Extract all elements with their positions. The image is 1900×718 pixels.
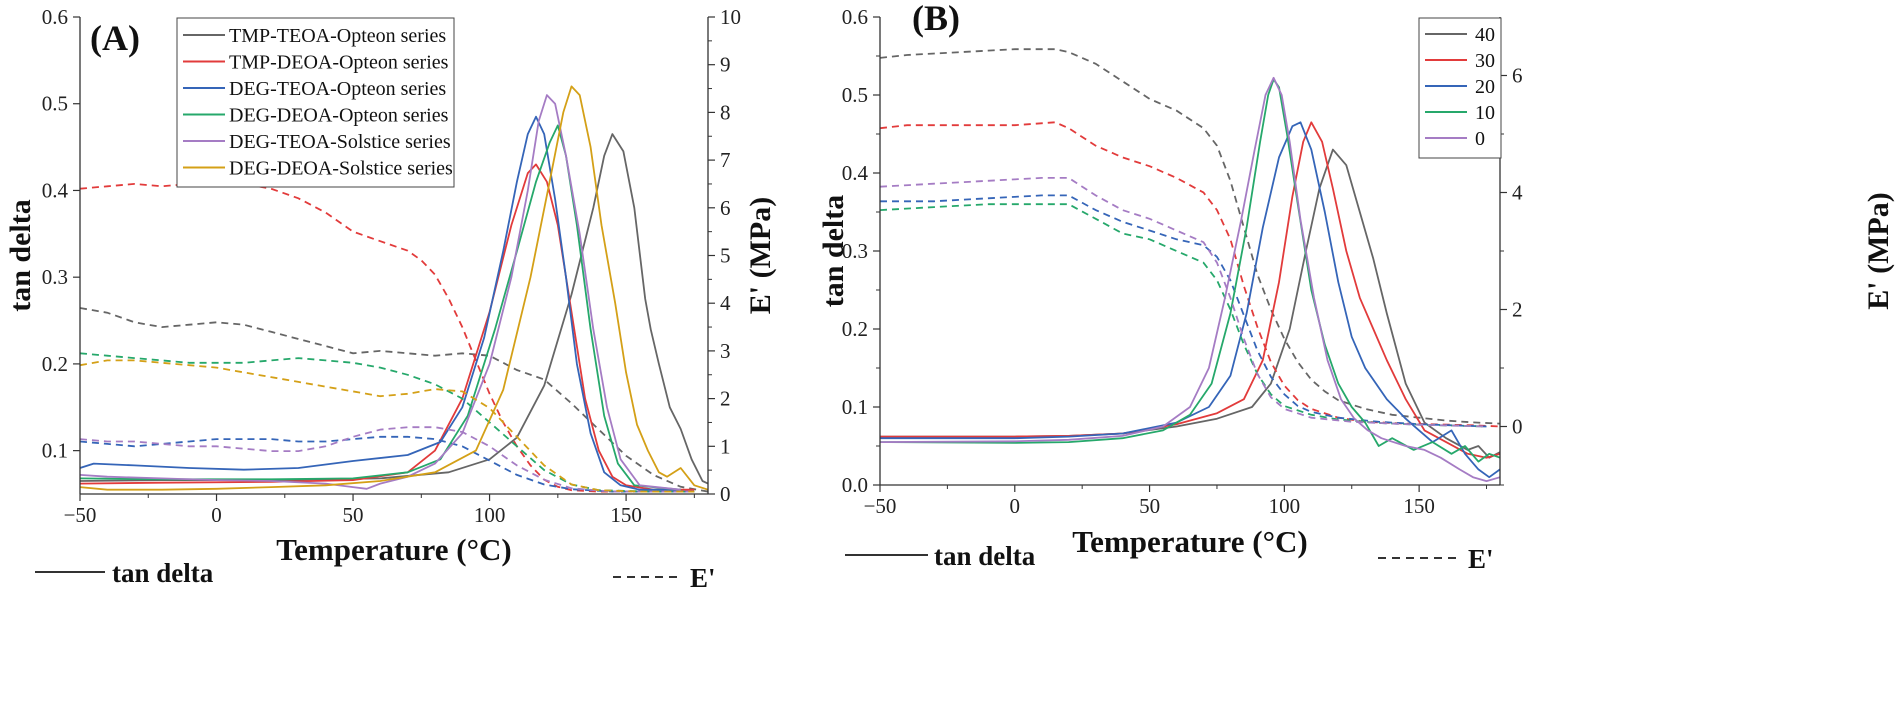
legend-box <box>176 17 455 188</box>
legend-entry: 10 <box>1475 102 1495 124</box>
y-tick-label: 0.5 <box>42 92 68 116</box>
footer-solid-label: tan delta <box>934 541 1036 571</box>
tan-delta-line-4 <box>880 76 1500 482</box>
y-tick-label: 0.2 <box>842 317 868 341</box>
legend-entry: DEG-TEOA-Opteon series <box>229 78 446 100</box>
panel-label: (B) <box>912 0 960 38</box>
y2-tick-label: 6 <box>1512 64 1523 88</box>
tan-delta-line-2 <box>80 115 681 491</box>
x-tick-label: −50 <box>64 503 97 527</box>
tan-delta-line-3 <box>80 124 681 491</box>
legend-entry: DEG-DEOA-Opteon series <box>229 105 449 127</box>
legend-entry: DEG-DEOA-Solstice series <box>229 158 453 180</box>
y-tick-label: 0.1 <box>842 395 868 419</box>
x-tick-label: 50 <box>343 503 364 527</box>
x-tick-label: 0 <box>211 503 222 527</box>
modulus-line-2 <box>880 194 1487 428</box>
x-tick-label: −50 <box>864 494 897 518</box>
y2-tick-label: 2 <box>1512 298 1523 322</box>
footer-dashed-label: E' <box>690 563 716 593</box>
footer-solid-label: tan delta <box>112 558 214 588</box>
legend-entry: 20 <box>1475 76 1495 98</box>
y-tick-label: 0.1 <box>42 439 68 463</box>
legend-entry: 40 <box>1475 24 1495 46</box>
y2-tick-label: 2 <box>720 387 731 411</box>
y-tick-label: 0.3 <box>842 239 868 263</box>
modulus-line-3 <box>80 352 695 493</box>
y-axis-title: tan delta <box>817 195 850 308</box>
x-tick-label: 100 <box>474 503 506 527</box>
y-tick-label: 0.0 <box>842 473 868 497</box>
tan-delta-line-0 <box>880 148 1500 459</box>
y2-tick-label: 4 <box>1512 181 1523 205</box>
y2-tick-label: 1 <box>720 434 731 458</box>
panel-label: (A) <box>90 18 140 58</box>
tan-delta-line-3 <box>880 78 1500 463</box>
y2-tick-label: 0 <box>720 482 731 506</box>
y-tick-label: 0.3 <box>42 265 68 289</box>
legend: TMP-TEOA-Opteon series TMP-DEOA-Opteon se… <box>176 17 455 188</box>
legend-entry: DEG-TEOA-Solstice series <box>229 131 451 153</box>
chart-panel-a: −50 0 50 100 150 0.1 0.2 0.3 0.4 0.5 0.6 0 1 2 3 4 5 6 7 8 9… <box>4 5 777 593</box>
y-axis-title: tan delta <box>4 199 37 312</box>
y2-axis-title: E' (MPa) <box>744 197 777 314</box>
footer-dashed-label: E' <box>1468 544 1494 574</box>
y2-tick-label: 8 <box>720 100 731 124</box>
x-axis-title: Temperature (°C) <box>276 532 511 567</box>
x-tick-label: 150 <box>610 503 642 527</box>
chart-panel-b: −50 0 50 100 1500.00.10.20.30.40.50.60246Tem… <box>817 0 1895 574</box>
y-tick-label: 0.4 <box>842 161 869 185</box>
x-tick-label: 0 <box>1010 494 1021 518</box>
x-tick-label: 50 <box>1139 494 1160 518</box>
legend-box <box>1418 17 1502 159</box>
x-tick-label: 150 <box>1403 494 1435 518</box>
modulus-line-4 <box>880 177 1487 428</box>
legend: 40 30 20 10 0 <box>1418 17 1502 159</box>
y-tick-label: 0.2 <box>42 352 68 376</box>
tan-delta-line-4 <box>80 94 681 491</box>
y2-axis-title: E' (MPa) <box>1862 192 1895 309</box>
tan-delta-line-5 <box>80 85 708 491</box>
y2-tick-label: 5 <box>720 244 731 268</box>
y2-tick-label: 10 <box>720 5 741 29</box>
tan-delta-line-1 <box>880 121 1500 459</box>
x-axis-title: Temperature (°C) <box>1072 524 1307 559</box>
modulus-line-1 <box>880 121 1500 428</box>
y2-tick-label: 7 <box>720 148 731 172</box>
modulus-line-4 <box>80 426 695 493</box>
y2-tick-label: 6 <box>720 196 731 220</box>
tan-delta-line-1 <box>80 163 695 491</box>
y-tick-label: 0.6 <box>42 5 68 29</box>
modulus-line-0 <box>880 48 1500 425</box>
y-tick-label: 0.5 <box>842 83 868 107</box>
legend-entry: TMP-TEOA-Opteon series <box>229 25 446 47</box>
y2-tick-label: 0 <box>1512 415 1523 439</box>
modulus-line-3 <box>880 203 1487 428</box>
x-tick-label: 100 <box>1269 494 1301 518</box>
modulus-line-0 <box>80 307 708 493</box>
legend-entry: TMP-DEOA-Opteon series <box>229 52 449 74</box>
y-tick-label: 0.4 <box>42 178 69 202</box>
y-tick-label: 0.6 <box>842 5 868 29</box>
modulus-line-5 <box>80 359 695 493</box>
y2-tick-label: 9 <box>720 53 731 77</box>
y2-tick-label: 3 <box>720 339 731 363</box>
y2-tick-label: 4 <box>720 291 731 315</box>
series-lines <box>880 48 1500 482</box>
legend-entry: 0 <box>1475 128 1485 150</box>
legend-entry: 30 <box>1475 50 1495 72</box>
